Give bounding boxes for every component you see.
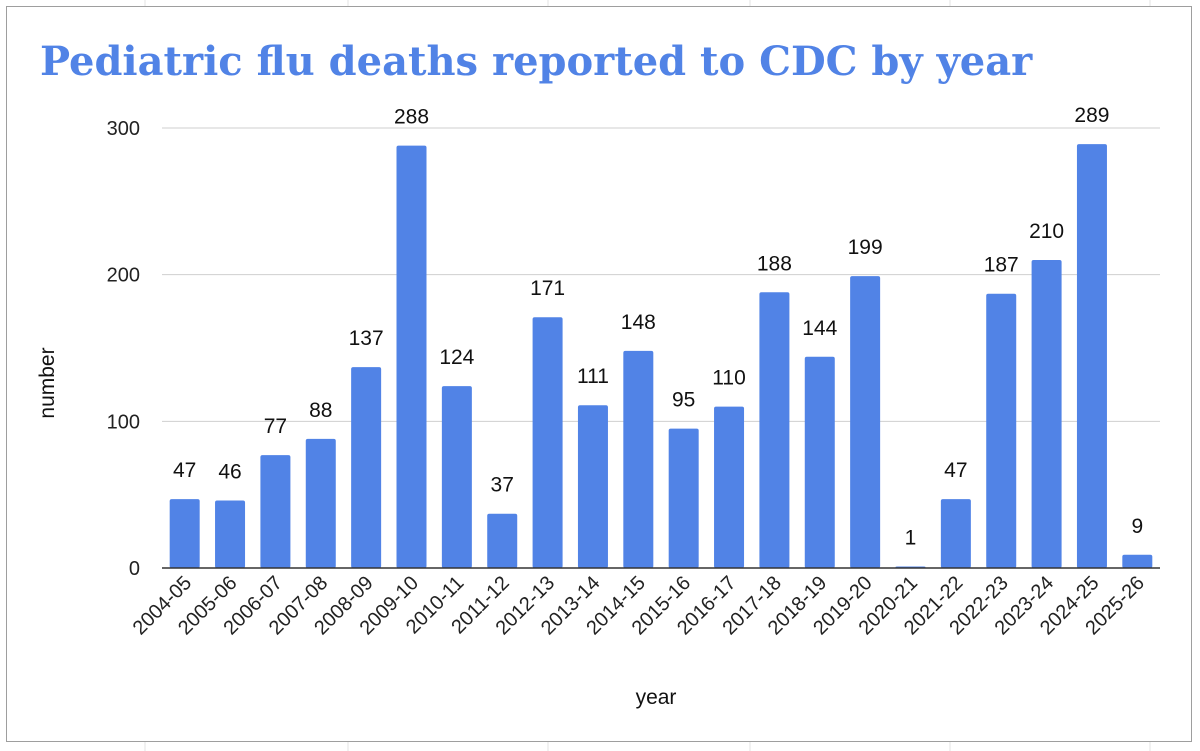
bar-2009-10[interactable] xyxy=(396,145,427,568)
data-label-2012-13: 171 xyxy=(530,277,565,300)
bar-2010-11[interactable] xyxy=(441,386,472,568)
bar-2018-19[interactable] xyxy=(804,356,835,568)
data-label-2008-09: 137 xyxy=(349,327,384,350)
y-tick-label: 200 xyxy=(107,265,140,287)
data-label-2014-15: 148 xyxy=(621,311,656,334)
data-label-2020-21: 1 xyxy=(905,527,917,550)
data-label-2006-07: 77 xyxy=(264,415,287,438)
bar-2017-18[interactable] xyxy=(759,292,790,568)
y-axis-ticks: 0 100 200 300 xyxy=(107,118,140,580)
bar-2016-17[interactable] xyxy=(714,406,745,568)
bar-2006-07[interactable] xyxy=(260,455,291,568)
bar-series xyxy=(169,144,1153,568)
data-label-2024-25: 289 xyxy=(1074,104,1109,127)
bar-2012-13[interactable] xyxy=(532,317,563,568)
data-label-2018-19: 144 xyxy=(802,317,837,340)
y-tick-label: 100 xyxy=(107,411,140,433)
bar-2005-06[interactable] xyxy=(215,500,246,568)
data-label-2016-17: 110 xyxy=(712,367,745,390)
bar-2025-26[interactable] xyxy=(1122,554,1153,568)
data-label-2004-05: 47 xyxy=(173,459,196,482)
bar-2013-14[interactable] xyxy=(577,405,608,568)
data-label-2022-23: 187 xyxy=(984,254,1019,277)
y-tick-label: 300 xyxy=(107,118,140,140)
x-axis-ticks: 2004-052005-062006-072007-082008-092009-… xyxy=(129,572,1149,639)
y-axis-title: number xyxy=(36,347,59,418)
bar-2007-08[interactable] xyxy=(305,438,336,568)
data-label-2017-18: 188 xyxy=(757,252,792,275)
bar-2004-05[interactable] xyxy=(169,499,200,568)
y-tick-label: 0 xyxy=(129,558,140,580)
data-label-2013-14: 111 xyxy=(577,365,609,388)
bar-2011-12[interactable] xyxy=(487,513,518,568)
data-label-2009-10: 288 xyxy=(394,106,429,129)
x-axis-title: year xyxy=(636,686,677,709)
bar-2022-23[interactable] xyxy=(986,293,1017,568)
data-label-2023-24: 210 xyxy=(1029,220,1064,243)
data-label-2021-22: 47 xyxy=(944,459,967,482)
chart-title: Pediatric flu deaths reported to CDC by … xyxy=(40,38,1033,85)
bar-2023-24[interactable] xyxy=(1031,260,1062,568)
data-label-2010-11: 124 xyxy=(439,346,474,369)
bar-2024-25[interactable] xyxy=(1076,144,1107,568)
data-label-2007-08: 88 xyxy=(309,399,332,422)
data-label-2019-20: 199 xyxy=(848,236,883,259)
bar-2014-15[interactable] xyxy=(623,350,654,568)
data-label-2015-16: 95 xyxy=(672,389,695,412)
data-label-2025-26: 9 xyxy=(1131,515,1143,538)
data-labels: 47 46 77 88 137 288 124 37 171 111 148 95 110 188 144 1… xyxy=(173,104,1143,549)
bar-2021-22[interactable] xyxy=(940,499,971,568)
data-label-2005-06: 46 xyxy=(218,461,241,484)
bar-2019-20[interactable] xyxy=(850,276,881,568)
bar-2015-16[interactable] xyxy=(668,428,699,568)
bar-2008-09[interactable] xyxy=(351,367,382,568)
data-label-2011-12: 37 xyxy=(491,474,514,497)
